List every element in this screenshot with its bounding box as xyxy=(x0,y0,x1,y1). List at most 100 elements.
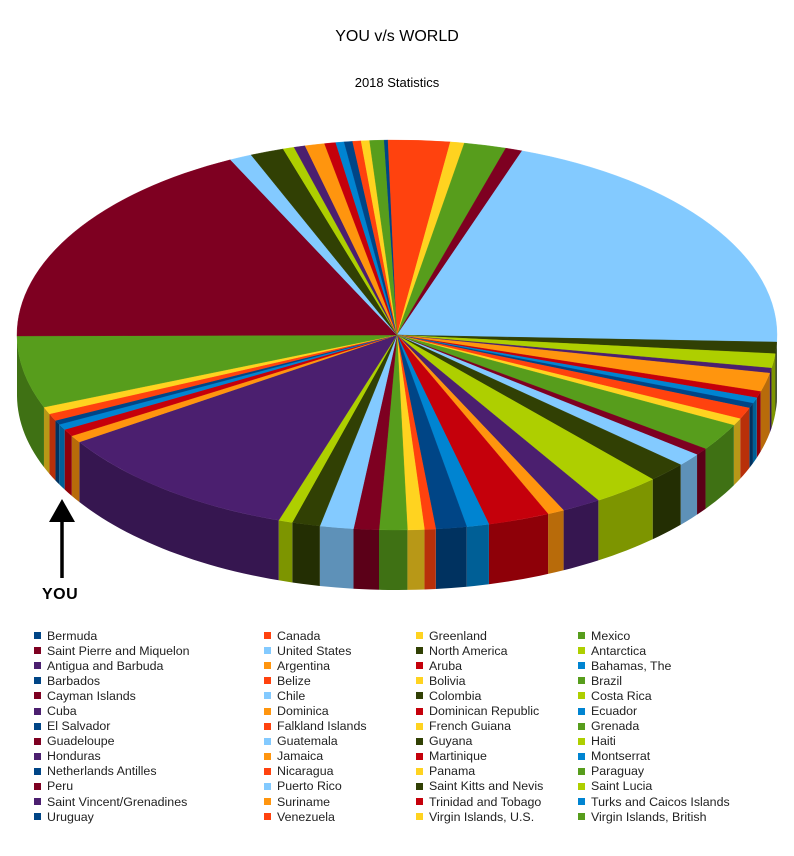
legend-swatch xyxy=(264,722,271,730)
legend-label: Antigua and Barbuda xyxy=(47,658,164,673)
pie-slice-side-35 xyxy=(59,424,65,490)
pie-slice-side-25 xyxy=(424,528,436,590)
legend-label: Netherlands Antilles xyxy=(47,764,157,779)
legend-label: Suriname xyxy=(277,794,331,809)
legend-item: Dominica xyxy=(264,703,416,718)
legend-swatch xyxy=(264,707,271,715)
legend-item: Virgin Islands, U.S. xyxy=(416,809,578,824)
legend-label: Saint Kitts and Nevis xyxy=(429,779,544,794)
pie-slice-side-26 xyxy=(407,529,425,590)
legend-swatch xyxy=(416,813,423,821)
legend-item: Saint Vincent/Grenadines xyxy=(34,794,264,809)
pie-slice-side-10 xyxy=(756,391,761,458)
legend-item: Netherlands Antilles xyxy=(34,764,264,779)
legend-item: Brazil xyxy=(578,673,778,688)
legend-swatch xyxy=(34,782,41,790)
legend-label: Argentina xyxy=(277,658,331,673)
legend-item: Peru xyxy=(34,779,264,794)
legend-label: French Guiana xyxy=(429,719,511,734)
legend-label: Saint Vincent/Grenadines xyxy=(47,794,188,809)
legend-swatch xyxy=(264,737,271,745)
legend-label: Puerto Rico xyxy=(277,779,342,794)
legend-item: Greenland xyxy=(416,628,578,643)
legend-swatch xyxy=(578,707,585,715)
pie-slice-side-29 xyxy=(319,525,354,589)
pie-slice-side-28 xyxy=(353,528,379,590)
legend-swatch xyxy=(578,692,585,700)
legend-swatch xyxy=(34,677,41,685)
legend-label: Panama xyxy=(429,764,476,779)
legend-label: Haiti xyxy=(591,734,616,749)
legend-label: Grenada xyxy=(591,719,640,734)
pie-slice-51 xyxy=(369,139,398,336)
legend-item: Chile xyxy=(264,688,416,703)
pie-slice-side-11 xyxy=(752,397,757,464)
legend-label: Cuba xyxy=(47,704,77,719)
legend-item: Saint Pierre and Miquelon xyxy=(34,643,264,658)
you-annotation: YOU xyxy=(42,586,79,603)
legend-label: Paraguay xyxy=(591,764,645,779)
legend-swatch xyxy=(578,737,585,745)
legend-swatch xyxy=(264,647,271,655)
legend-label: Bolivia xyxy=(429,673,466,688)
legend-item: Guadeloupe xyxy=(34,734,264,749)
legend-swatch xyxy=(264,813,271,821)
legend-swatch xyxy=(34,752,41,760)
legend-item: Ecuador xyxy=(578,703,778,718)
pie-slice-side-39 xyxy=(17,335,44,468)
legend-label: Venezuela xyxy=(277,809,335,824)
legend-item: Aruba xyxy=(416,658,578,673)
legend-item: Virgin Islands, British xyxy=(578,809,778,824)
legend-label: Greenland xyxy=(429,628,487,643)
legend-item: French Guiana xyxy=(416,719,578,734)
legend-swatch xyxy=(578,813,585,821)
legend-swatch xyxy=(416,632,423,640)
legend-label: Turks and Caicos Islands xyxy=(591,794,730,809)
legend-item: Saint Lucia xyxy=(578,779,778,794)
pie-slice-side-37 xyxy=(49,413,56,481)
pie-slice-side-14 xyxy=(733,418,741,486)
legend-swatch xyxy=(34,647,41,655)
legend-item: Paraguay xyxy=(578,764,778,779)
legend-swatch xyxy=(34,737,41,745)
pie-slice-side-38 xyxy=(43,407,50,474)
legend-label: Virgin Islands, British xyxy=(591,809,707,824)
legend-swatch xyxy=(578,677,585,685)
legend-item: Honduras xyxy=(34,749,264,764)
you-arrow-icon xyxy=(49,499,75,578)
pie-slice-side-18 xyxy=(652,464,681,540)
pie-slice-side-6 xyxy=(775,342,777,414)
legend-swatch xyxy=(578,767,585,775)
legend-swatch xyxy=(578,632,585,640)
legend-label: Belize xyxy=(277,673,311,688)
legend-swatch xyxy=(264,782,271,790)
chart-title: YOU v/s WORLD xyxy=(335,28,459,45)
legend-item: Saint Kitts and Nevis xyxy=(416,779,578,794)
legend-item: Costa Rica xyxy=(578,688,778,703)
pie-slice-side-20 xyxy=(563,500,599,571)
pie-slice-side-15 xyxy=(705,425,734,509)
pie-slice-side-31 xyxy=(278,520,293,583)
legend-swatch xyxy=(264,798,271,806)
pie-slice-side-23 xyxy=(466,524,489,587)
legend-label: Trinidad and Tobago xyxy=(429,794,542,809)
legend-swatch xyxy=(416,662,423,670)
legend-label: Nicaragua xyxy=(277,764,334,779)
legend-item: Guyana xyxy=(416,734,578,749)
legend-item: Antarctica xyxy=(578,643,778,658)
legend-item: Grenada xyxy=(578,719,778,734)
pie-slice-side-17 xyxy=(680,454,698,525)
legend-label: Falkland Islands xyxy=(277,719,367,734)
legend-swatch xyxy=(416,692,423,700)
pie-slice-side-13 xyxy=(740,408,750,479)
legend-label: Cayman Islands xyxy=(47,688,136,703)
pie-slice-side-12 xyxy=(749,403,753,469)
legend-item: Bahamas, The xyxy=(578,658,778,673)
legend-label: Guadeloupe xyxy=(47,734,115,749)
legend-swatch xyxy=(578,662,585,670)
pie-slice-side-16 xyxy=(697,448,706,515)
pie-chart xyxy=(16,139,778,590)
legend-swatch xyxy=(34,798,41,806)
legend-item: Colombia xyxy=(416,688,578,703)
legend-item: Guatemala xyxy=(264,734,416,749)
